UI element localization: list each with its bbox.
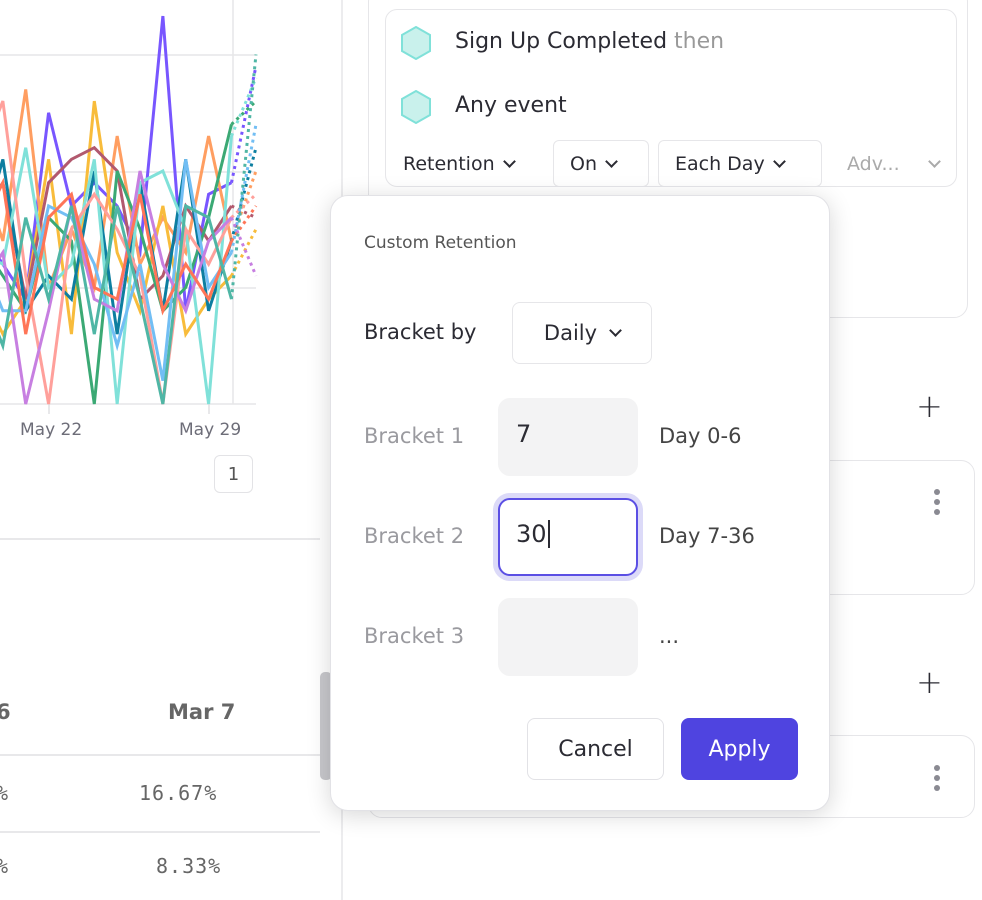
more-options-icon[interactable] (934, 765, 940, 791)
scrollbar-thumb[interactable] (320, 672, 332, 780)
chart-plot (0, 0, 258, 414)
chart-page-button[interactable]: 1 (214, 455, 253, 493)
table-header-cell: 6 (0, 700, 11, 724)
chevron-down-icon (605, 154, 618, 168)
retention-type-dropdown[interactable]: Retention (386, 140, 531, 187)
table-cell: 8.33% (156, 854, 222, 878)
divider (0, 754, 320, 756)
series-line (0, 170, 233, 405)
series-forecast-line (230, 228, 258, 277)
input-value: 30 (516, 520, 547, 548)
text-cursor: ​ (547, 520, 550, 548)
cancel-button[interactable]: Cancel (527, 718, 664, 780)
chevron-down-icon (772, 154, 786, 168)
hexagon-icon (401, 90, 431, 124)
dropdown-label: Retention (403, 152, 495, 175)
series-line (0, 203, 233, 405)
bracket-1-input[interactable]: 7 (498, 398, 638, 476)
bracket-by-label: Bracket by (364, 320, 477, 344)
series-forecast-line (229, 54, 258, 300)
table-cell: % (0, 854, 9, 878)
dropdown-label: On (570, 152, 597, 175)
chevron-down-icon (609, 324, 622, 337)
x-tick-label: May 22 (20, 420, 83, 440)
event-card (385, 9, 957, 187)
series-line (0, 177, 233, 335)
bracket-range: Day 7-36 (659, 524, 755, 548)
dropdown-label: Each Day (675, 152, 765, 175)
bracket-range: Day 0-6 (659, 424, 742, 448)
x-tick-label: May 29 (179, 420, 242, 440)
divider (0, 831, 320, 833)
series-forecast-line (229, 124, 258, 253)
add-icon[interactable]: + (916, 387, 943, 425)
series-forecast-line (230, 205, 258, 242)
table-header-cell: Mar 7 (168, 700, 236, 724)
series-forecast-line (229, 65, 258, 183)
series-forecast-line (230, 100, 258, 126)
table-cell: 16.67% (139, 781, 218, 805)
interval-dropdown[interactable]: Each Day (658, 140, 822, 187)
divider (0, 538, 320, 540)
series-line (0, 135, 233, 405)
bracket-range: ... (659, 624, 680, 648)
custom-retention-popup: Custom Retention Bracket by Daily Bracke… (330, 195, 830, 811)
bracket-2-input[interactable]: 30​ (498, 498, 638, 576)
table-cell: % (0, 781, 9, 805)
apply-button[interactable]: Apply (681, 718, 798, 780)
advanced-dropdown[interactable]: Adv... (830, 140, 956, 187)
series-forecast-line (230, 193, 258, 219)
event-first[interactable]: Sign Up Completed then (455, 29, 724, 54)
hexagon-icon (401, 26, 431, 60)
dropdown-label: Daily (543, 321, 598, 345)
more-options-icon[interactable] (934, 489, 940, 515)
retention-line-chart: May 22 May 29 (0, 0, 340, 440)
chevron-down-icon (502, 154, 516, 168)
dropdown-label: Adv... (847, 152, 900, 175)
add-icon[interactable]: + (916, 663, 943, 701)
event-suffix: then (674, 29, 725, 54)
series-forecast-line (230, 204, 257, 219)
bracket-label: Bracket 3 (364, 624, 465, 648)
bracket-by-dropdown[interactable]: Daily (512, 302, 652, 364)
event-name: Sign Up Completed (455, 29, 668, 54)
event-second[interactable]: Any event (455, 93, 567, 118)
chevron-down-icon (927, 154, 941, 168)
bracket-label: Bracket 1 (364, 424, 465, 448)
on-dropdown[interactable]: On (553, 140, 649, 187)
popup-title: Custom Retention (364, 233, 517, 253)
bracket-3-input[interactable] (498, 598, 638, 676)
bracket-label: Bracket 2 (364, 524, 465, 548)
